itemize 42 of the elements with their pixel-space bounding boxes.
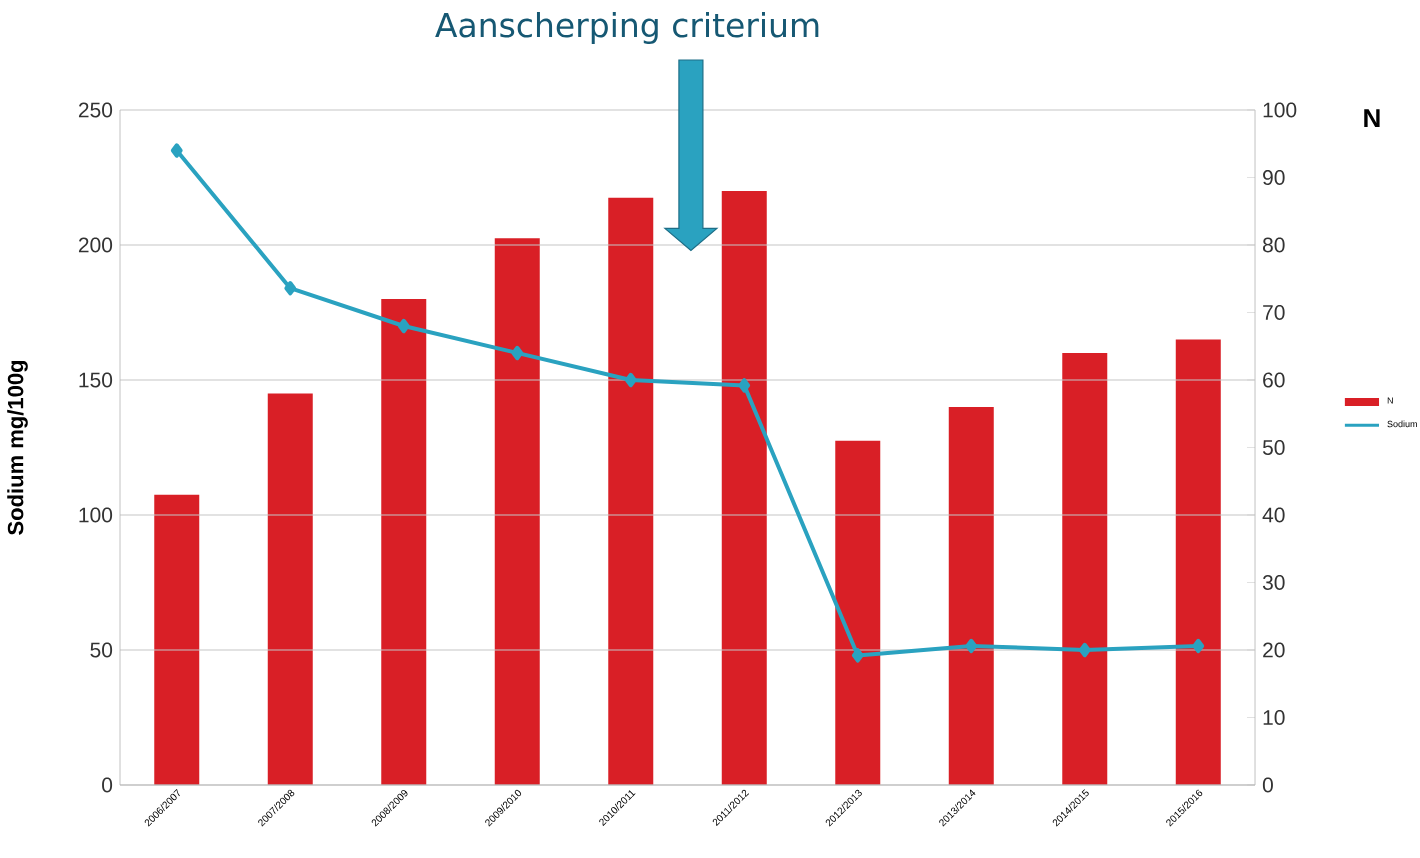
y2-axis-title: N bbox=[1364, 109, 1380, 128]
bar bbox=[608, 197, 654, 785]
y-tick-label: 50 bbox=[90, 642, 113, 658]
legend-label: N bbox=[1387, 397, 1393, 404]
point bbox=[1078, 642, 1091, 658]
point bbox=[170, 143, 183, 158]
y2-tick-label: 60 bbox=[1263, 372, 1285, 388]
bar bbox=[1175, 339, 1221, 785]
y2-tick-label: 40 bbox=[1262, 507, 1285, 523]
y2-tick-label: 70 bbox=[1263, 305, 1285, 320]
y-tick-label: 0 bbox=[102, 777, 113, 793]
text: Aanscherping criterium bbox=[435, 12, 819, 44]
y2-tick-label: 50 bbox=[1262, 440, 1285, 455]
bar bbox=[267, 393, 313, 785]
y-axis-title: Sodium mg/100g bbox=[7, 360, 28, 535]
y2-tick-label: 20 bbox=[1263, 642, 1285, 658]
y2-tick-label: 80 bbox=[1263, 237, 1285, 253]
bar bbox=[835, 440, 881, 785]
y2-tick-label: 100 bbox=[1263, 102, 1297, 118]
y2-tick-label: 0 bbox=[1262, 777, 1273, 793]
point bbox=[511, 345, 524, 361]
y-tick-label: 250 bbox=[78, 102, 113, 118]
y2-tick-label: 90 bbox=[1263, 170, 1285, 185]
point bbox=[1192, 638, 1205, 654]
y-tick-label: 150 bbox=[79, 372, 113, 388]
bar bbox=[948, 407, 994, 785]
y2-tick-label: 30 bbox=[1262, 575, 1285, 590]
bar bbox=[154, 494, 200, 785]
point bbox=[851, 648, 864, 663]
y2-tick-label: 10 bbox=[1263, 710, 1285, 725]
point bbox=[284, 281, 297, 296]
bar bbox=[381, 299, 427, 785]
legend-label: Sodium bbox=[1387, 420, 1417, 428]
y-tick-label: 100 bbox=[79, 507, 113, 523]
y-tick-label: 200 bbox=[78, 237, 113, 253]
point bbox=[397, 318, 410, 334]
bar bbox=[494, 238, 540, 785]
point bbox=[738, 378, 751, 393]
point bbox=[965, 638, 978, 654]
bar bbox=[1062, 353, 1108, 785]
point bbox=[624, 372, 637, 388]
bar bbox=[721, 191, 767, 785]
